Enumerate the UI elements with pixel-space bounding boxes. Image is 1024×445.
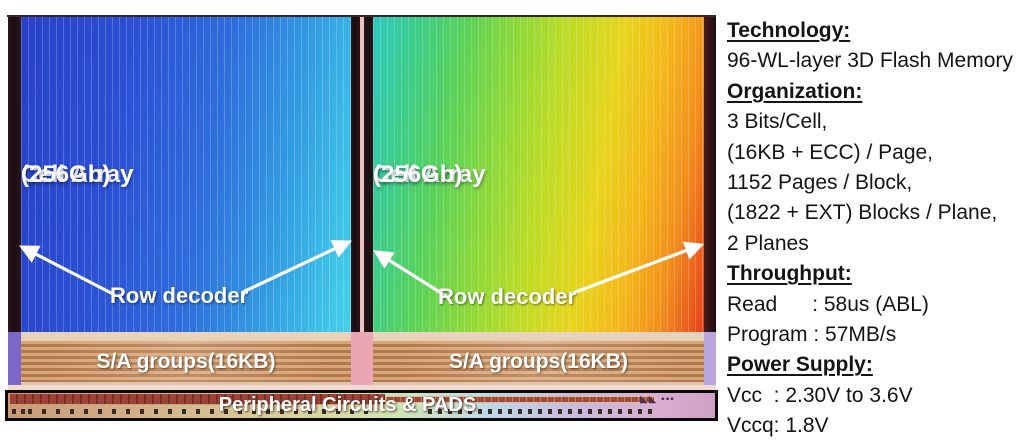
chip-features-panel: Technology: 96-WL-layer 3D Flash Memory … <box>727 16 1021 442</box>
sa-groups-band-left: S/A groups(16KB) <box>21 337 351 385</box>
info-org-planes: 2 Planes <box>727 231 809 255</box>
cell-array-right-label-line2: (256Gb) <box>373 161 463 188</box>
info-org-bits-per-cell: 3 Bits/Cell, <box>727 110 828 134</box>
peripheral-label-wrap: Peripheral Circuits & PADS <box>8 393 715 418</box>
sa-gap-right <box>373 332 704 337</box>
info-header-technology: Technology: <box>727 19 851 42</box>
center-scribe-strip <box>360 17 364 332</box>
edge-strip-lavender <box>704 332 716 390</box>
peripheral-circuits-band: ◣◣ ▪▪▪ Peripheral Circuits & PADS <box>5 390 718 421</box>
pad-dots-left <box>12 409 28 414</box>
cell-array-right-label-line1: Cell Array <box>373 161 486 188</box>
info-power-vcc: Vcc : 2.30V to 3.6V <box>727 383 913 407</box>
sa-groups-right-label: S/A groups(16KB) <box>449 349 628 373</box>
info-power-vccq: Vccq: 1.8V <box>727 414 829 438</box>
die-micrograph: Cell Array (256Gb) Cell Array (256Gb) S/… <box>5 14 718 421</box>
info-throughput-read: Read : 58us (ABL) <box>727 292 929 316</box>
row-decoder-strip-right-outer <box>704 17 716 332</box>
cell-array-left-label-line1: Cell Array <box>21 161 134 188</box>
info-header-power-supply: Power Supply: <box>727 353 873 377</box>
band-gap-strip <box>8 385 716 391</box>
pad-dots-row-b <box>428 409 653 414</box>
sa-groups-left-label: S/A groups(16KB) <box>96 349 276 373</box>
info-header-organization: Organization: <box>727 79 863 103</box>
row-decoder-strip-left-inner <box>351 17 360 332</box>
peripheral-red-strip <box>385 396 655 403</box>
sa-gap-left <box>21 332 351 337</box>
row-decoder-strip-left-outer <box>8 17 21 332</box>
peripheral-red-block <box>10 394 385 405</box>
edge-strip-pink-center <box>351 332 373 390</box>
info-throughput-program: Program : 57MB/s <box>727 323 897 347</box>
info-org-blocks-per-plane: (1822 + EXT) Blocks / Plane, <box>727 201 998 225</box>
die-top-edge <box>7 15 716 17</box>
pad-dots-row-a <box>28 409 378 414</box>
info-header-throughput: Throughput: <box>727 262 852 286</box>
sa-groups-band-right: S/A groups(16KB) <box>373 337 704 385</box>
info-technology-value: 96-WL-layer 3D Flash Memory <box>727 49 1013 73</box>
info-org-page-size: (16KB + ECC) / Page, <box>727 140 934 164</box>
die-corner-marks: ◣◣ ▪▪▪ <box>640 394 675 405</box>
row-decoder-strip-right-inner <box>364 17 373 332</box>
peripheral-label: Peripheral Circuits & PADS <box>218 394 477 416</box>
edge-strip-violet <box>8 332 21 390</box>
info-org-pages-per-block: 1152 Pages / Block, <box>727 171 913 195</box>
row-decoder-label-left: Row decoder <box>110 283 249 308</box>
cell-array-left-label-line2: (256Gb) <box>21 161 111 188</box>
row-decoder-label-right: Row decoder <box>438 284 577 309</box>
